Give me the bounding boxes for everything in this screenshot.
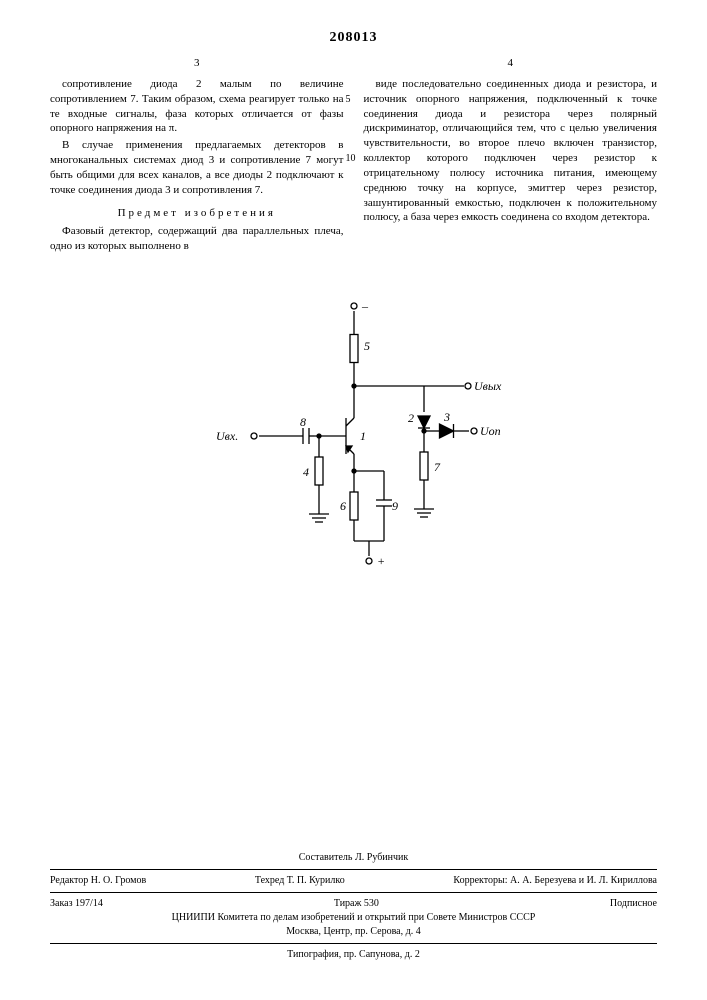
svg-text:3: 3 [443, 410, 450, 424]
svg-text:2: 2 [408, 411, 414, 425]
svg-text:8: 8 [300, 415, 306, 429]
footer-correctors: Корректоры: А. А. Березуева и И. Л. Кири… [453, 874, 657, 888]
circuit-svg: – 5 Uвых 1 Uвх. 8 4 6 9 +2 Uоп 3 7 [194, 286, 514, 586]
subject-of-invention-heading: Предмет изобретения [50, 206, 344, 221]
footer-podpisnoe: Подписное [610, 897, 657, 911]
circuit-diagram: – 5 Uвых 1 Uвх. 8 4 6 9 +2 Uоп 3 7 [50, 286, 657, 591]
footer-tirazh: Тираж 530 [334, 897, 379, 911]
svg-text:9: 9 [392, 499, 398, 513]
svg-text:1: 1 [360, 429, 366, 443]
footer-editor: Редактор Н. О. Громов [50, 874, 146, 888]
line-marker-10: 10 [346, 153, 356, 164]
footer-techred: Техред Т. П. Курилко [255, 874, 345, 888]
svg-text:6: 6 [340, 499, 346, 513]
svg-text:Uоп: Uоп [480, 424, 501, 438]
col-num-right: 4 [364, 56, 658, 71]
footer-block: Составитель Л. Рубинчик Редактор Н. О. Г… [50, 851, 657, 962]
svg-text:–: – [361, 299, 369, 313]
left-para-2: В случае применения предлагаемых детекто… [50, 138, 344, 197]
footer-typography: Типография, пр. Сапунова, д. 2 [50, 948, 657, 962]
svg-text:Uвх.: Uвх. [216, 429, 238, 443]
footer-address: Москва, Центр, пр. Серова, д. 4 [50, 925, 657, 939]
line-number-markers: 5 10 [346, 94, 356, 212]
left-column: 3 сопротивление диода 2 малым по величин… [50, 56, 344, 256]
right-column: 4 виде последовательно соединенных диода… [364, 56, 658, 256]
footer-org: ЦНИИПИ Комитета по делам изобретений и о… [50, 911, 657, 925]
svg-text:+: + [377, 554, 385, 568]
col-num-left: 3 [50, 56, 344, 71]
svg-text:4: 4 [303, 465, 309, 479]
left-para-3: Фазовый детектор, содержащий два паралле… [50, 224, 344, 254]
footer-order: Заказ 197/14 [50, 897, 103, 911]
line-marker-5: 5 [346, 94, 356, 105]
left-para-1: сопротивление диода 2 малым по величине … [50, 77, 344, 136]
patent-number: 208013 [50, 30, 657, 46]
right-para-1: виде последовательно соединенных диода и… [364, 77, 658, 225]
svg-text:Uвых: Uвых [474, 379, 502, 393]
svg-text:5: 5 [364, 339, 370, 353]
svg-text:7: 7 [434, 460, 441, 474]
footer-compiler: Составитель Л. Рубинчик [50, 851, 657, 865]
